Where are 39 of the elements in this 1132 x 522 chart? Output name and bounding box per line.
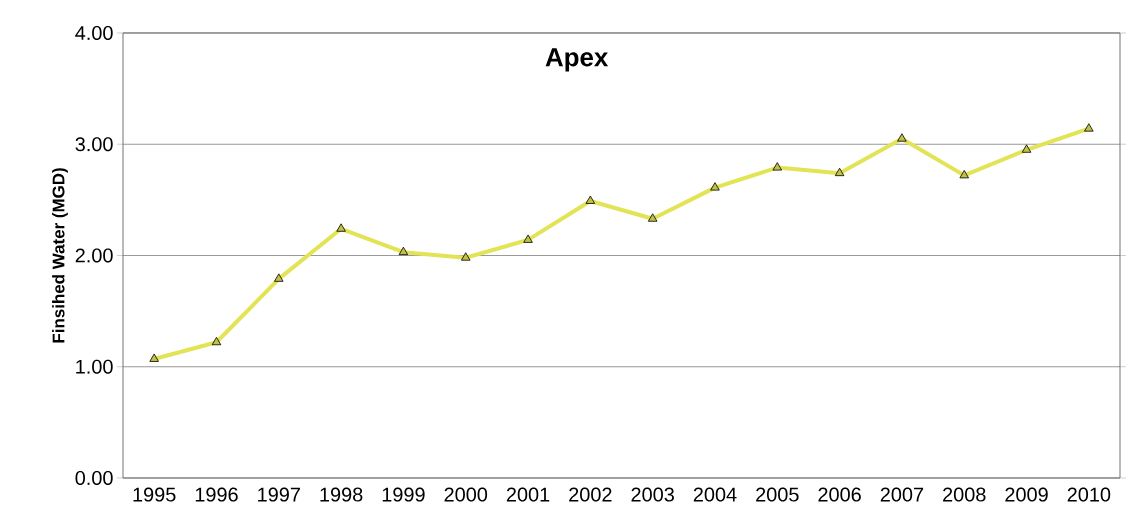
point	[834, 167, 845, 177]
y-tick-label: 0.00	[75, 470, 113, 486]
point	[959, 169, 969, 179]
y-axis-title: Finsihed Water (MGD)	[52, 168, 68, 343]
x-tick-label: 2006	[818, 487, 861, 502]
y-tick-label: 2.00	[75, 248, 113, 263]
point	[772, 162, 783, 171]
x-tick-label: 1998	[320, 487, 363, 502]
y-tick-label: 4.00	[75, 25, 113, 41]
point	[461, 252, 471, 261]
point	[149, 353, 159, 362]
y-tick-label: 3.00	[75, 137, 113, 152]
y-tick-label: 1.00	[76, 359, 113, 374]
x-tick-label: 2007	[880, 487, 924, 502]
x-tick-label: 2001	[506, 487, 550, 502]
x-tick-label: 1997	[258, 487, 300, 502]
x-tick-label: 2010	[1067, 487, 1111, 502]
x-tick-label: 2002	[569, 487, 612, 502]
x-tick-label: 1999	[382, 487, 425, 502]
x-tick-label: 1996	[195, 487, 238, 502]
point	[897, 133, 907, 142]
point	[1021, 144, 1032, 153]
point	[647, 213, 658, 222]
point	[211, 336, 222, 346]
x-tick-label: 1995	[133, 487, 176, 502]
x-tick-label: 2004	[693, 487, 737, 502]
point	[523, 234, 533, 243]
point	[336, 223, 346, 232]
point	[710, 182, 720, 191]
text: Apex	[545, 48, 609, 72]
x-tick-label: 2003	[631, 487, 674, 502]
x-tick-label: 2005	[756, 487, 799, 502]
point	[1084, 123, 1094, 132]
point	[585, 195, 596, 204]
x-tick-label: 2008	[943, 487, 986, 502]
x-tick-label: 2000	[444, 487, 488, 502]
point	[398, 246, 409, 256]
x-tick-label: 2009	[1005, 487, 1048, 502]
point	[274, 273, 284, 282]
